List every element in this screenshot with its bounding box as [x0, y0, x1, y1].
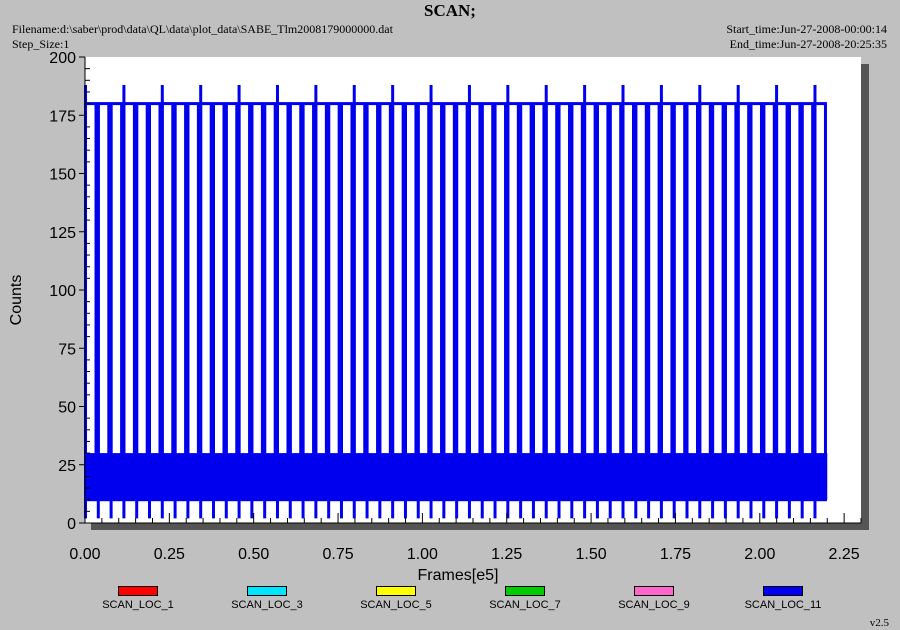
x-tick-label: 1.50 [576, 546, 607, 563]
legend-label: SCAN_LOC_9 [618, 599, 690, 611]
axis-layer: 0 25 50 75 100 125 150 175 200 0.00 0.25 0.50 0.75 1.… [49, 50, 862, 563]
series-layer [84, 84, 828, 519]
legend-label: SCAN_LOC_1 [102, 599, 174, 611]
series-scan-loc-11 [84, 84, 828, 519]
y-tick-label: 100 [49, 283, 76, 300]
legend-item: SCAN_LOC_5 [331, 586, 461, 611]
legend-swatch [505, 586, 545, 596]
legend-swatch [763, 586, 803, 596]
end-time-label: End_time:Jun-27-2008-20:25:35 [729, 37, 887, 51]
filename-label: Filename:d:\saber\prod\data\QL\data\plot… [12, 22, 393, 36]
start-time-label: Start_time:Jun-27-2008-00:00:14 [726, 22, 887, 36]
legend-item: SCAN_LOC_1 [73, 586, 203, 611]
x-tick-label: 1.25 [491, 546, 522, 563]
y-tick-label: 0 [67, 516, 76, 533]
x-tick-label: 2.00 [744, 546, 775, 563]
legend-item: SCAN_LOC_9 [589, 586, 719, 611]
version-label: v2.5 [869, 617, 889, 629]
legend: SCAN_LOC_1 SCAN_LOC_3 SCAN_LOC_5 SCAN_LOC_7… [0, 586, 900, 616]
legend-label: SCAN_LOC_11 [744, 599, 822, 611]
chart-title: SCAN; [424, 1, 476, 20]
legend-swatch [247, 586, 287, 596]
legend-item: SCAN_LOC_11 [718, 586, 848, 611]
legend-item: SCAN_LOC_3 [202, 586, 332, 611]
y-axis-label: Counts [8, 275, 25, 326]
legend-item: SCAN_LOC_7 [460, 586, 590, 611]
legend-swatch [118, 586, 158, 596]
legend-label: SCAN_LOC_7 [489, 599, 561, 611]
y-tick-label: 150 [49, 167, 76, 184]
x-tick-label: 0.25 [154, 546, 185, 563]
x-tick-label: 0.50 [238, 546, 269, 563]
legend-swatch [634, 586, 674, 596]
x-tick-label: 0.00 [69, 546, 100, 563]
x-tick-label: 1.75 [660, 546, 691, 563]
y-tick-label: 200 [49, 50, 76, 67]
y-tick-label: 175 [49, 108, 76, 125]
x-tick-label: 1.00 [407, 546, 438, 563]
legend-swatch [376, 586, 416, 596]
y-tick-label: 75 [58, 341, 76, 358]
legend-label: SCAN_LOC_3 [231, 599, 303, 611]
step-size-label: Step_Size:1 [12, 37, 70, 51]
y-tick-label: 50 [58, 400, 76, 417]
legend-label: SCAN_LOC_5 [360, 599, 432, 611]
x-tick-label: 2.25 [829, 546, 860, 563]
y-tick-label: 125 [49, 225, 76, 242]
x-tick-label: 0.75 [322, 546, 353, 563]
y-tick-label: 25 [58, 458, 76, 475]
x-axis-label: Frames[e5] [418, 567, 499, 584]
